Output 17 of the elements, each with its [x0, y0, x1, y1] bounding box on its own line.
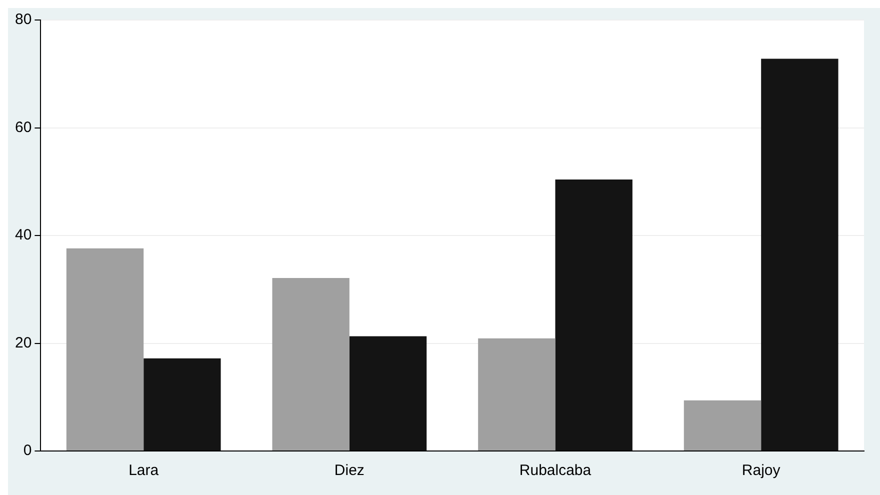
x-tick-label: Diez — [334, 462, 364, 480]
y-tick-label: 80 — [14, 11, 32, 28]
bar — [144, 358, 221, 450]
x-tick-label: Rubalcaba — [519, 462, 592, 480]
bar — [478, 338, 556, 450]
x-tick-label: Lara — [128, 462, 160, 480]
bar — [555, 179, 632, 450]
y-tick-label: 20 — [14, 334, 32, 352]
x-tick-label: Rajoy — [742, 462, 781, 480]
y-tick-label: 60 — [14, 118, 32, 136]
bar — [349, 336, 427, 450]
bar — [761, 58, 838, 450]
y-tick-label: 0 — [23, 442, 32, 460]
y-tick-label: 40 — [14, 226, 32, 244]
bar — [66, 248, 144, 450]
bar — [684, 400, 762, 450]
bar — [272, 278, 350, 450]
